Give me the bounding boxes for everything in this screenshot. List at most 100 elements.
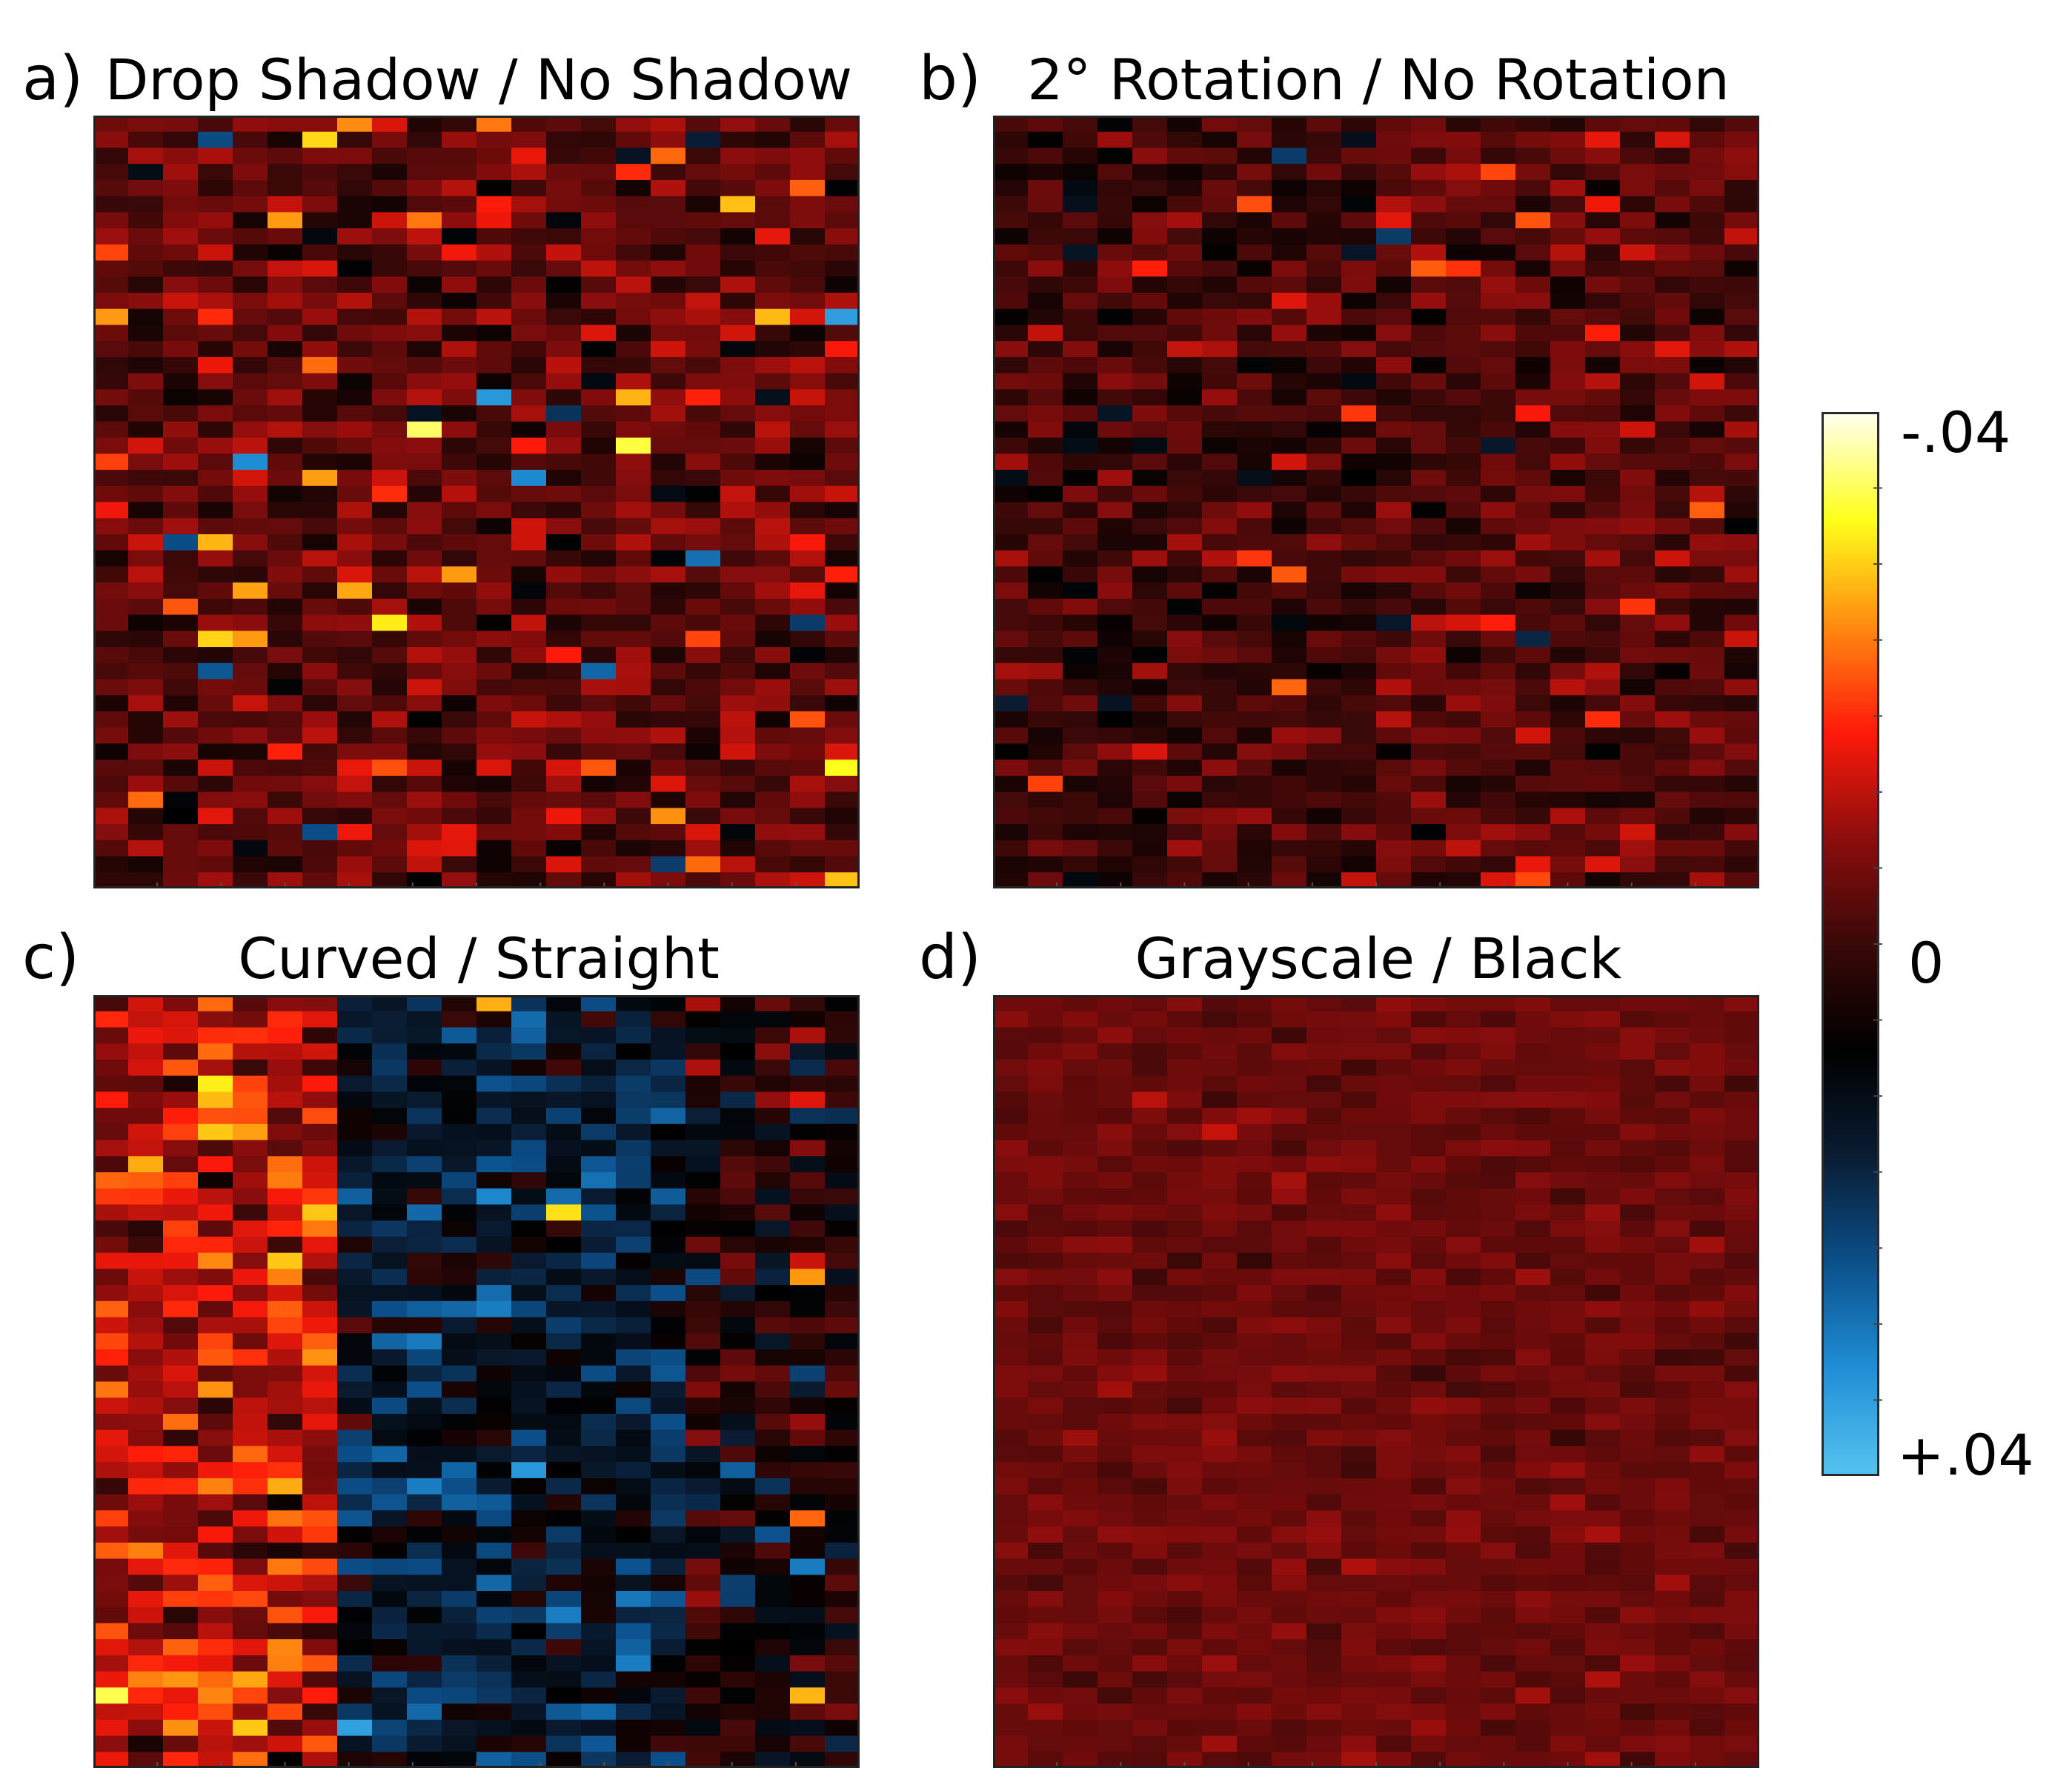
heatmap-cell <box>163 179 199 197</box>
heatmap-cell <box>1132 1285 1168 1302</box>
heatmap-cell <box>1446 662 1481 680</box>
heatmap-cell <box>1132 791 1168 808</box>
heatmap-cell <box>1098 1252 1133 1269</box>
heatmap-cell <box>1515 518 1551 535</box>
heatmap-cell <box>1098 179 1133 197</box>
heatmap-cell <box>1272 1398 1307 1415</box>
heatmap-cell <box>790 1333 826 1350</box>
heatmap-cell <box>685 244 721 262</box>
heatmap-cell <box>1515 276 1551 293</box>
heatmap-cell <box>1690 1236 1725 1254</box>
heatmap-cell <box>233 421 268 439</box>
heatmap-cell <box>372 212 408 229</box>
heatmap-cell <box>442 276 477 293</box>
heatmap-cell <box>337 1478 373 1495</box>
heatmap-cell <box>685 1623 721 1640</box>
heatmap-cell <box>93 631 129 648</box>
heatmap-cell <box>720 1236 756 1254</box>
heatmap-cell <box>1481 598 1516 616</box>
heatmap-cell <box>581 1349 617 1366</box>
heatmap-cell <box>511 711 547 728</box>
heatmap-cell <box>1098 566 1133 583</box>
heatmap-cell <box>616 1590 651 1608</box>
heatmap-cell <box>198 1639 233 1656</box>
heatmap-cell <box>1550 1462 1586 1479</box>
heatmap-cell <box>93 131 129 149</box>
heatmap-cell <box>1341 1252 1377 1269</box>
heatmap-cell <box>581 1752 617 1768</box>
heatmap-cell <box>93 791 129 808</box>
heatmap-cell <box>1132 164 1168 181</box>
heatmap-cell <box>198 1333 233 1350</box>
heatmap-cell <box>1585 824 1621 841</box>
heatmap-cell <box>720 1606 756 1624</box>
heatmap-cell <box>993 1236 1029 1254</box>
heatmap-cell <box>685 775 721 793</box>
heatmap-cell <box>1411 356 1447 374</box>
heatmap-cell <box>1724 1317 1759 1334</box>
heatmap-cell <box>128 1059 164 1077</box>
heatmap-cell <box>268 212 303 229</box>
heatmap-cell <box>581 1269 617 1286</box>
heatmap-cell <box>302 1333 338 1350</box>
heatmap-cell <box>442 1123 477 1141</box>
heatmap-cell <box>1655 1317 1690 1334</box>
heatmap-cell <box>1481 1269 1516 1286</box>
heatmap-cell <box>1028 131 1063 149</box>
heatmap-cell <box>163 566 199 583</box>
heatmap-cell <box>372 1091 408 1109</box>
heatmap-cell <box>442 647 477 664</box>
heatmap-cell <box>233 389 268 406</box>
heatmap-cell <box>651 1027 686 1044</box>
heatmap-cell <box>1550 662 1586 680</box>
heatmap-cell <box>1272 1446 1307 1463</box>
heatmap-cell <box>1272 1687 1307 1704</box>
heatmap-cell <box>302 1188 338 1206</box>
heatmap-cell <box>337 1381 373 1398</box>
heatmap-cell <box>1550 1140 1586 1157</box>
heatmap-cell <box>1690 325 1725 342</box>
heatmap-cell <box>442 1429 477 1447</box>
heatmap-cell <box>1481 518 1516 535</box>
heatmap-cell <box>1446 1123 1481 1141</box>
heatmap-cell <box>1202 1752 1238 1768</box>
heatmap-cell <box>1237 1123 1272 1141</box>
heatmap-cell <box>1098 1752 1133 1768</box>
heatmap-cell <box>1202 470 1238 487</box>
heatmap-cell <box>1411 1623 1447 1640</box>
heatmap-cell <box>511 995 547 1012</box>
heatmap-cell <box>685 131 721 149</box>
heatmap-cell <box>1620 1269 1656 1286</box>
heatmap-cell <box>163 727 199 745</box>
heatmap-cell <box>1481 695 1516 712</box>
heatmap-cell <box>93 995 129 1012</box>
heatmap-cell <box>1376 582 1412 599</box>
heatmap-cell <box>790 775 826 793</box>
heatmap-cell <box>546 550 582 568</box>
heatmap-cell <box>442 421 477 439</box>
heatmap-cell <box>477 1526 512 1543</box>
heatmap-cell <box>790 1623 826 1640</box>
heatmap-cell <box>93 1091 129 1109</box>
heatmap-cell <box>1585 1719 1621 1737</box>
heatmap-cell <box>1237 1188 1272 1206</box>
heatmap-cell <box>302 1429 338 1447</box>
heatmap-cell <box>302 534 338 551</box>
heatmap-cell <box>1585 1059 1621 1077</box>
heatmap-cell <box>1272 196 1307 213</box>
heatmap-cell <box>198 566 233 583</box>
heatmap-cell <box>755 808 791 825</box>
heatmap-cell <box>1098 212 1133 229</box>
heatmap-cell <box>1237 760 1272 777</box>
heatmap-cell <box>163 341 199 358</box>
heatmap-cell <box>1655 1735 1690 1752</box>
heatmap-cell <box>1272 1671 1307 1688</box>
heatmap-cell <box>546 662 582 680</box>
heatmap-cell <box>581 1526 617 1543</box>
heatmap-cell <box>1098 1349 1133 1366</box>
heatmap-cell <box>128 437 164 454</box>
heatmap-cell <box>268 1365 303 1383</box>
heatmap-cell <box>1132 196 1168 213</box>
heatmap-cell <box>1585 808 1621 825</box>
heatmap-cell <box>1167 421 1203 439</box>
